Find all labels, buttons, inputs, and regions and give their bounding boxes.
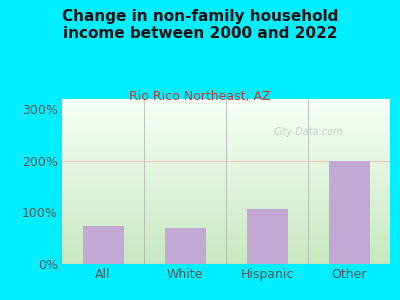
Text: Rio Rico Northeast, AZ: Rio Rico Northeast, AZ: [129, 90, 271, 103]
Text: City-Data.com: City-Data.com: [273, 127, 343, 137]
Bar: [246, 209, 288, 264]
Bar: [82, 226, 124, 264]
Bar: [164, 228, 206, 264]
Text: Change in non-family household
income between 2000 and 2022: Change in non-family household income be…: [62, 9, 338, 41]
Bar: [328, 161, 370, 264]
